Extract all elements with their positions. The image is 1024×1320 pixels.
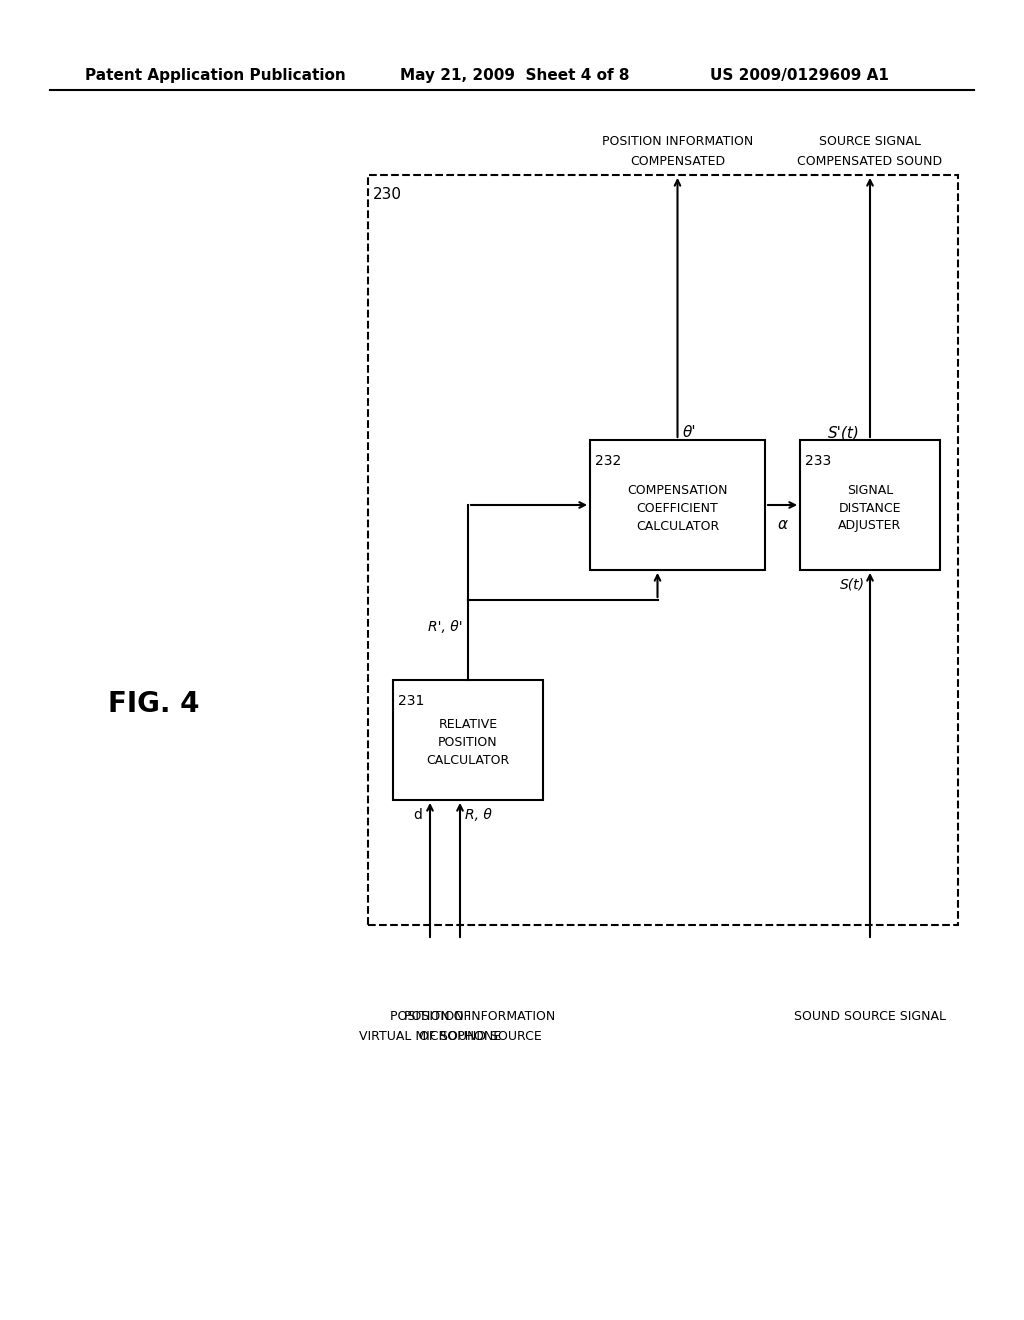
Text: POSITION INFORMATION: POSITION INFORMATION bbox=[404, 1010, 556, 1023]
Text: RELATIVE: RELATIVE bbox=[438, 718, 498, 731]
Text: COMPENSATED: COMPENSATED bbox=[630, 154, 725, 168]
Text: ADJUSTER: ADJUSTER bbox=[839, 520, 901, 532]
Text: α: α bbox=[777, 517, 787, 532]
Text: POSITION OF: POSITION OF bbox=[390, 1010, 470, 1023]
Text: COMPENSATED SOUND: COMPENSATED SOUND bbox=[798, 154, 942, 168]
Text: 233: 233 bbox=[805, 454, 831, 469]
Text: CALCULATOR: CALCULATOR bbox=[636, 520, 719, 532]
Text: CALCULATOR: CALCULATOR bbox=[426, 755, 510, 767]
Text: SOUND SOURCE SIGNAL: SOUND SOURCE SIGNAL bbox=[794, 1010, 946, 1023]
Text: US 2009/0129609 A1: US 2009/0129609 A1 bbox=[710, 69, 889, 83]
Text: POSITION: POSITION bbox=[438, 737, 498, 750]
Text: May 21, 2009  Sheet 4 of 8: May 21, 2009 Sheet 4 of 8 bbox=[400, 69, 630, 83]
Bar bbox=[800, 440, 940, 570]
Text: POSITION INFORMATION: POSITION INFORMATION bbox=[602, 135, 753, 148]
Text: 231: 231 bbox=[398, 694, 424, 708]
Bar bbox=[590, 440, 765, 570]
Bar bbox=[393, 680, 543, 800]
Text: SOURCE SIGNAL: SOURCE SIGNAL bbox=[819, 135, 921, 148]
Text: S(t): S(t) bbox=[840, 578, 865, 591]
Text: θ': θ' bbox=[683, 425, 696, 440]
Text: FIG. 4: FIG. 4 bbox=[108, 690, 200, 718]
Bar bbox=[368, 176, 958, 925]
Text: VIRTUAL MICROPHONE: VIRTUAL MICROPHONE bbox=[359, 1030, 501, 1043]
Text: DISTANCE: DISTANCE bbox=[839, 502, 901, 515]
Text: OF SOUND SOURCE: OF SOUND SOURCE bbox=[419, 1030, 542, 1043]
Text: S'(t): S'(t) bbox=[828, 425, 860, 440]
Text: SIGNAL: SIGNAL bbox=[847, 483, 893, 496]
Text: d: d bbox=[414, 808, 423, 822]
Text: R', θ': R', θ' bbox=[428, 620, 463, 634]
Text: COMPENSATION: COMPENSATION bbox=[628, 483, 728, 496]
Text: Patent Application Publication: Patent Application Publication bbox=[85, 69, 346, 83]
Text: R, θ: R, θ bbox=[465, 808, 492, 822]
Text: 230: 230 bbox=[373, 187, 402, 202]
Text: COEFFICIENT: COEFFICIENT bbox=[637, 502, 719, 515]
Text: 232: 232 bbox=[595, 454, 622, 469]
